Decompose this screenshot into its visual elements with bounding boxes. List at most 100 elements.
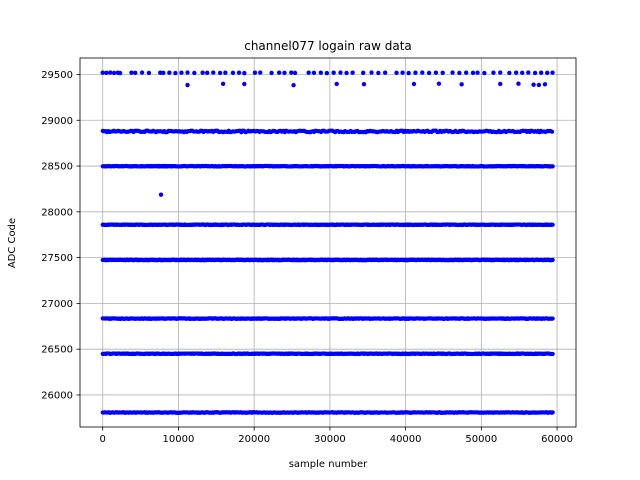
data-point <box>292 70 298 76</box>
data-point <box>498 81 503 87</box>
data-point <box>331 70 336 75</box>
y-tick-label: 27500 <box>41 253 73 264</box>
data-point <box>146 70 152 76</box>
x-tick-label: 0 <box>100 434 106 445</box>
data-point <box>282 70 287 76</box>
data-point <box>108 70 113 75</box>
y-tick-label: 28500 <box>41 162 73 173</box>
data-point <box>550 222 555 227</box>
data-point <box>531 82 536 87</box>
y-axis-label: ADC Code <box>7 218 18 268</box>
data-point <box>139 70 145 75</box>
data-point <box>507 70 512 76</box>
data-point <box>433 70 439 75</box>
x-tick-label: 60000 <box>541 434 573 445</box>
data-point <box>361 81 367 87</box>
data-point <box>369 70 374 75</box>
chart-title: channel077 logain raw data <box>244 39 412 53</box>
data-point <box>158 192 164 197</box>
data-point <box>338 70 343 75</box>
data-point <box>205 70 210 76</box>
data-point <box>413 70 418 75</box>
data-point <box>211 70 216 75</box>
data-point <box>550 164 555 169</box>
data-point <box>526 70 531 75</box>
data-point <box>440 70 445 76</box>
data-point <box>242 70 247 76</box>
x-tick-label: 50000 <box>465 434 497 445</box>
data-point <box>276 70 282 75</box>
data-point <box>230 70 236 76</box>
data-point <box>376 70 381 76</box>
data-point <box>426 70 432 76</box>
data-point <box>223 70 228 75</box>
data-point <box>400 70 405 75</box>
data-point <box>361 70 366 76</box>
x-tick-label: 10000 <box>163 434 195 445</box>
data-point <box>545 70 550 76</box>
data-point <box>459 82 464 87</box>
data-point <box>550 410 555 415</box>
data-point <box>252 70 258 75</box>
y-tick-label: 28000 <box>41 207 73 218</box>
data-point <box>117 70 123 76</box>
data-point <box>550 129 555 134</box>
x-tick-label: 40000 <box>390 434 422 445</box>
data-point <box>161 70 166 76</box>
data-point <box>306 70 311 75</box>
x-axis-label: sample number <box>289 459 368 470</box>
data-point <box>236 70 242 75</box>
data-point <box>318 70 324 75</box>
data-point <box>350 70 355 75</box>
x-tick-label: 20000 <box>238 434 270 445</box>
data-point <box>550 351 555 357</box>
data-point <box>491 70 496 75</box>
data-point <box>258 70 263 75</box>
data-point <box>111 70 117 76</box>
data-point <box>324 70 330 76</box>
data-point <box>344 70 349 76</box>
data-point <box>200 70 205 75</box>
y-tick-label: 26000 <box>41 390 73 401</box>
data-point <box>217 70 223 76</box>
data-point <box>173 70 178 76</box>
data-point <box>532 70 538 76</box>
data-point <box>436 81 442 86</box>
data-point <box>411 81 417 87</box>
data-point <box>394 70 399 76</box>
data-point <box>242 81 247 87</box>
x-tick-label: 30000 <box>314 434 346 445</box>
data-point <box>520 70 525 76</box>
plot-frame <box>79 57 577 428</box>
data-point <box>536 82 542 88</box>
data-point <box>482 70 487 76</box>
data-point <box>382 70 388 75</box>
y-tick-label: 29500 <box>41 70 73 81</box>
data-point <box>291 82 296 88</box>
data-point <box>498 70 503 75</box>
data-point <box>100 70 105 75</box>
data-point <box>129 70 134 75</box>
data-point <box>450 70 455 75</box>
data-point <box>167 70 172 75</box>
data-point <box>550 70 555 75</box>
data-point <box>464 70 469 75</box>
data-point <box>269 70 274 76</box>
data-point <box>550 257 555 262</box>
y-tick-label: 27000 <box>41 299 73 310</box>
data-point <box>311 70 317 76</box>
data-points <box>100 70 555 415</box>
data-point <box>220 81 226 87</box>
data-point <box>185 82 190 88</box>
data-point <box>516 81 521 86</box>
data-point <box>289 70 294 75</box>
data-point <box>475 70 480 75</box>
data-point <box>420 70 425 75</box>
data-point <box>470 70 476 76</box>
data-point <box>334 81 339 87</box>
data-point <box>406 70 411 76</box>
data-point <box>513 70 519 75</box>
data-point <box>104 70 109 76</box>
